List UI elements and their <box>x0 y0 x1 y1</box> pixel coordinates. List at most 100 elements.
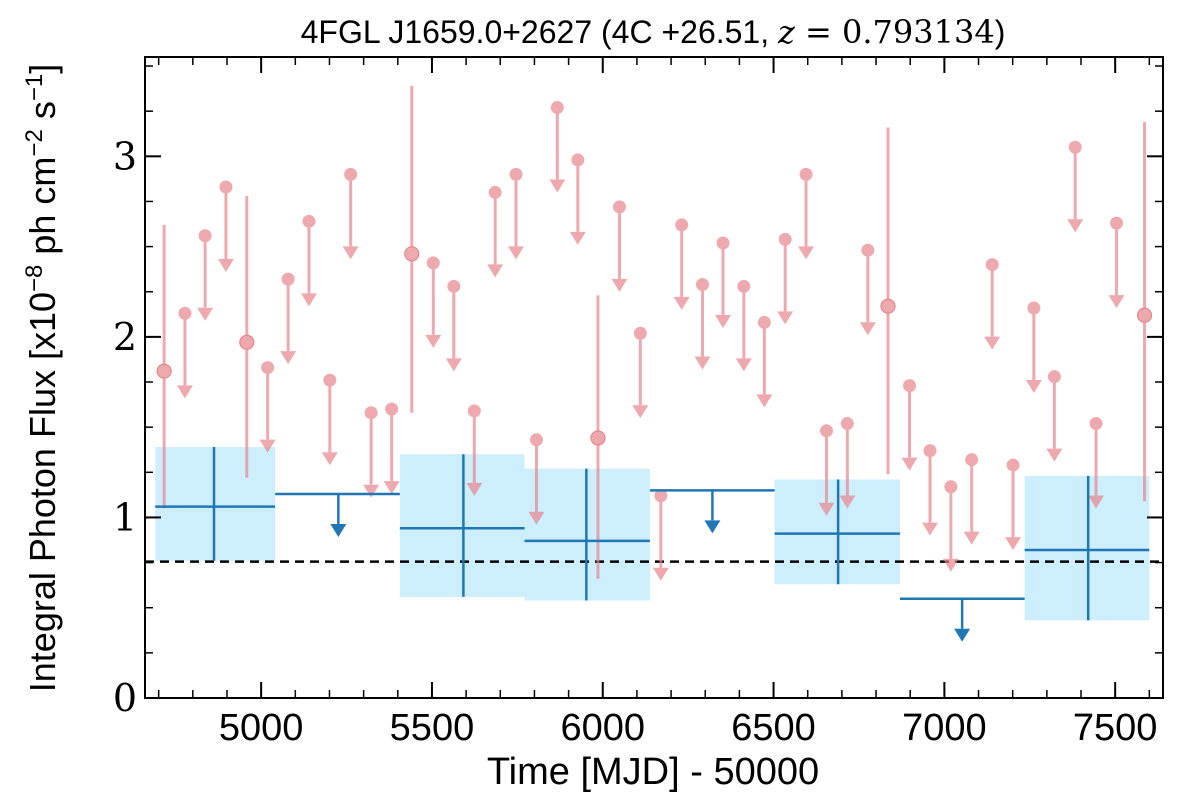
fine-upper-limit-arrow <box>922 522 939 536</box>
fine-upper-limit-marker <box>799 167 813 181</box>
fine-upper-limit-arrow <box>197 307 214 321</box>
fine-upper-limit-arrow <box>611 278 628 292</box>
fine-upper-limit-arrow <box>839 495 856 509</box>
fine-upper-limit-marker <box>737 279 751 293</box>
chart-title: 4FGL J1659.0+2627 (4C +26.51, z = 0.7931… <box>301 13 1006 51</box>
fine-bin-series <box>156 85 1153 581</box>
fine-upper-limit-arrow <box>217 259 234 273</box>
fine-data-point <box>880 298 896 314</box>
fine-upper-limit-arrow <box>1108 295 1125 309</box>
fine-upper-limit-marker <box>488 185 502 199</box>
fine-upper-limit-arrow <box>963 531 980 545</box>
fine-upper-limit-arrow <box>673 296 690 310</box>
fine-data-point <box>590 430 606 446</box>
x-axis-label: Time [MJD] - 50000 <box>487 751 819 793</box>
fine-upper-limit-marker <box>778 232 792 246</box>
x-tick-label: 5000 <box>219 707 304 749</box>
plot-area <box>145 85 1163 642</box>
coarse-upper-limit-arrow <box>330 523 347 537</box>
fine-upper-limit-arrow <box>1046 448 1063 462</box>
fine-upper-limit-marker <box>675 218 689 232</box>
fine-upper-limit-arrow <box>507 246 524 260</box>
fine-upper-limit-marker <box>467 404 481 418</box>
fine-upper-limit-arrow <box>280 351 297 365</box>
fine-upper-limit-marker <box>923 444 937 458</box>
fine-upper-limit-marker <box>364 406 378 420</box>
y-tick-label: 1 <box>113 495 137 539</box>
fine-upper-limit-marker <box>944 480 958 494</box>
fine-upper-limit-marker <box>302 214 316 228</box>
x-tick-label: 7500 <box>1073 707 1158 749</box>
fine-upper-limit-marker <box>633 326 647 340</box>
fine-upper-limit-arrow <box>259 439 276 453</box>
fine-data-point <box>404 246 420 262</box>
fine-upper-limit-arrow <box>466 482 483 496</box>
x-tick-label: 5500 <box>390 707 475 749</box>
fine-upper-limit-marker <box>426 256 440 270</box>
fine-upper-limit-marker <box>198 229 212 243</box>
coarse-upper-limit-arrow <box>954 628 971 642</box>
fine-upper-limit-marker <box>903 379 917 393</box>
y-tick-label: 2 <box>113 315 137 359</box>
fine-upper-limit-marker <box>550 101 564 115</box>
fine-upper-limit-marker <box>1068 140 1082 154</box>
fine-data-point <box>1136 307 1153 323</box>
x-tick-label: 7000 <box>902 707 987 749</box>
fine-upper-limit-arrow <box>383 481 400 495</box>
fine-data-point <box>239 334 255 350</box>
fine-upper-limit-arrow <box>756 394 773 408</box>
fine-upper-limit-marker <box>509 167 523 181</box>
fine-upper-limit-arrow <box>569 231 586 245</box>
fine-upper-limit-marker <box>529 433 543 447</box>
fine-upper-limit-arrow <box>798 246 815 260</box>
fine-upper-limit-marker <box>654 489 668 503</box>
fine-upper-limit-arrow <box>694 356 711 370</box>
fine-data-point <box>156 363 172 379</box>
fine-upper-limit-marker <box>1006 458 1020 472</box>
fine-upper-limit-arrow <box>445 358 462 372</box>
x-tick-label: 6000 <box>560 707 645 749</box>
fine-upper-limit-marker <box>840 417 854 431</box>
fine-upper-limit-arrow <box>176 385 193 399</box>
fine-upper-limit-arrow <box>363 484 380 498</box>
fine-upper-limit-arrow <box>321 452 338 466</box>
fine-upper-limit-marker <box>178 306 192 320</box>
fine-upper-limit-arrow <box>528 511 545 525</box>
fine-upper-limit-marker <box>612 200 626 214</box>
fine-upper-limit-arrow <box>942 558 959 572</box>
fine-upper-limit-marker <box>261 361 275 375</box>
fine-upper-limit-arrow <box>549 179 566 193</box>
y-axis-label: Integral Photon Flux [x10−8 ph cm−2 s−1] <box>21 64 64 692</box>
fine-upper-limit-marker <box>281 272 295 286</box>
y-tick-label: 0 <box>113 676 137 720</box>
fine-upper-limit-marker <box>1110 216 1124 230</box>
fine-upper-limit-marker <box>1089 417 1103 431</box>
fine-upper-limit-arrow <box>487 264 504 278</box>
plot-frame <box>144 56 1164 699</box>
fine-upper-limit-marker <box>219 180 233 194</box>
fine-upper-limit-arrow <box>1005 537 1022 551</box>
fine-upper-limit-arrow <box>735 358 752 372</box>
fine-upper-limit-marker <box>985 258 999 272</box>
fine-upper-limit-arrow <box>632 405 649 419</box>
fine-upper-limit-marker <box>757 315 771 329</box>
fine-upper-limit-arrow <box>300 293 317 307</box>
fine-upper-limit-arrow <box>818 502 835 516</box>
fine-upper-limit-marker <box>571 153 585 167</box>
fine-upper-limit-arrow <box>1088 495 1105 509</box>
fine-upper-limit-marker <box>1047 370 1061 384</box>
fine-upper-limit-marker <box>323 373 337 387</box>
fine-upper-limit-arrow <box>859 322 876 336</box>
fine-upper-limit-arrow <box>652 567 669 581</box>
fine-upper-limit-arrow <box>1025 379 1042 393</box>
fine-upper-limit-marker <box>820 424 834 438</box>
fine-upper-limit-marker <box>696 278 710 292</box>
y-tick-label: 3 <box>113 134 137 178</box>
fine-upper-limit-arrow <box>777 311 794 325</box>
fine-upper-limit-marker <box>447 279 461 293</box>
fine-upper-limit-arrow <box>1067 219 1084 233</box>
coarse-upper-limit-arrow <box>704 520 721 534</box>
fine-upper-limit-arrow <box>342 246 359 260</box>
fine-upper-limit-arrow <box>984 336 1001 350</box>
